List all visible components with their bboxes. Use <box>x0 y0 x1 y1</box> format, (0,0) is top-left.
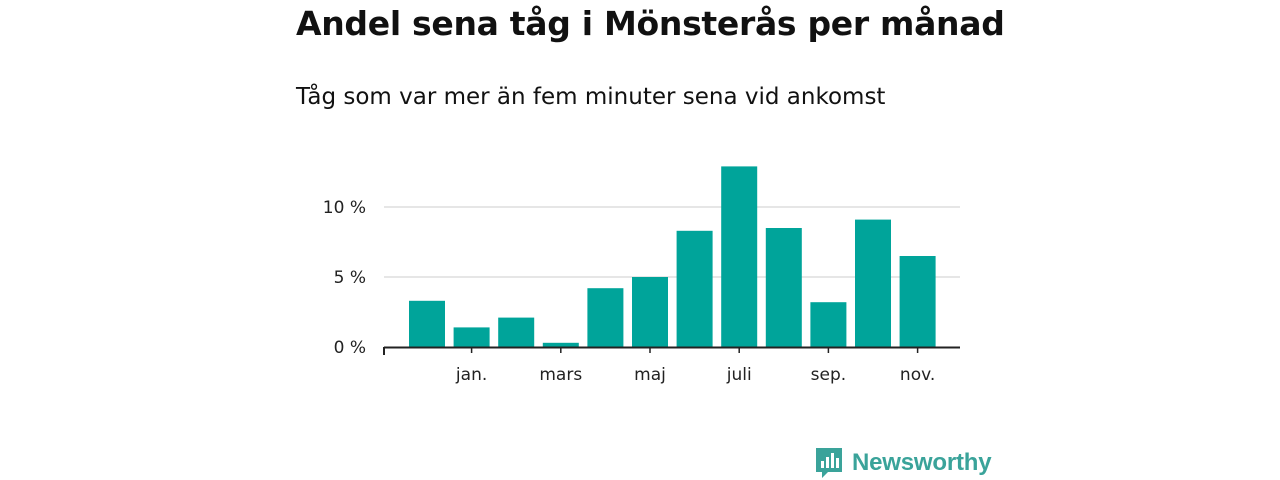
x-tick-label: juli <box>726 365 752 385</box>
axis-layer <box>383 346 960 355</box>
x-tick-label: mars <box>539 365 582 385</box>
y-tick-label: 5 % <box>334 268 366 288</box>
x-tick-label: sep. <box>811 365 847 385</box>
x-tick-label: jan. <box>455 365 487 385</box>
bar-nov <box>899 256 936 347</box>
bar-apr <box>587 288 624 347</box>
bar-dec <box>409 300 445 347</box>
bar-maj <box>632 277 668 347</box>
bars-layer <box>409 166 936 347</box>
x-tick-label: nov. <box>900 365 935 385</box>
bar-sep <box>810 302 847 347</box>
bar-jan <box>453 327 490 347</box>
y-tick-label: 10 % <box>323 198 366 218</box>
bar-okt <box>855 219 891 347</box>
y-tick-label: 0 % <box>334 338 366 358</box>
newsworthy-logo-icon <box>816 448 842 478</box>
bar-juli <box>721 166 758 347</box>
chart-title: Andel sena tåg i Mönsterås per månad <box>296 4 1005 43</box>
chart-subtitle: Tåg som var mer än fem minuter sena vid … <box>296 84 886 110</box>
bar-aug <box>765 228 802 347</box>
bar-mars <box>542 342 579 347</box>
labels-layer: 0 % 5 % 10 % jan. mars maj juli sep. nov. <box>323 198 935 385</box>
brand-name: Newsworthy <box>852 449 992 476</box>
bar-feb <box>498 317 535 347</box>
bar-juni <box>676 230 713 347</box>
newsworthy-logo: Newsworthy <box>814 446 992 480</box>
x-tick-label: maj <box>634 365 666 385</box>
